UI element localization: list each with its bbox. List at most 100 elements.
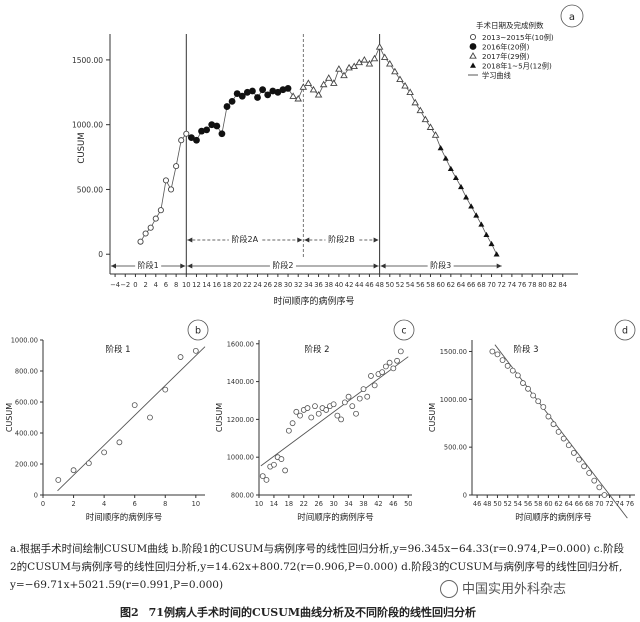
data-point (356, 395, 363, 402)
x-tick-label: 48 (375, 281, 384, 289)
data-point (353, 410, 359, 417)
data-point (570, 450, 577, 456)
data-point (116, 439, 123, 446)
y-tick-label: 800.00 (15, 368, 38, 376)
data-point (596, 484, 603, 491)
data-point (360, 56, 369, 63)
figure-label: 图2 (120, 606, 139, 619)
x-tick-label: 34 (304, 281, 313, 289)
watermark-text: 中国实用外科杂志 (462, 582, 567, 597)
data-point (203, 126, 211, 134)
data-point (380, 53, 389, 60)
y-tick-label: 600.00 (15, 399, 38, 407)
data-point (457, 183, 465, 190)
x-tick-label: 42 (374, 500, 382, 508)
y-tick-label: 1000.00 (72, 121, 103, 130)
chart-c: 800.00 1000.00 1200.00 1400.00 1600.00 10 14 18… (215, 319, 415, 523)
data-point (576, 456, 582, 463)
data-point (364, 393, 371, 400)
data-point (469, 43, 477, 50)
x-tick-label: 20 (233, 281, 242, 289)
data-point (349, 403, 356, 410)
x-tick-label: 14 (202, 281, 211, 289)
data-point (370, 54, 379, 62)
panel-label: d (622, 326, 628, 337)
data-point (183, 130, 190, 137)
data-point (565, 442, 572, 449)
x-tick-label: 30 (329, 500, 337, 508)
phase2a-arrow-head (297, 237, 303, 243)
x-tick-label: 36 (314, 281, 323, 289)
x-tick-label: 4 (154, 281, 158, 289)
data-point (243, 88, 251, 96)
x-tick-label: 66 (467, 281, 476, 289)
x-tick-label: 0 (133, 281, 137, 289)
data-point (157, 207, 164, 214)
x-tick-label: 70 (595, 500, 603, 508)
x-tick-label: 0 (41, 500, 45, 508)
y-tick-label: 1500.00 (440, 348, 467, 356)
data-point (514, 372, 521, 379)
data-point (223, 103, 231, 110)
y-tick-label: 1500.00 (72, 56, 103, 65)
legend-entry: 学习曲线 (482, 71, 511, 80)
data-point (304, 405, 311, 411)
data-point (591, 477, 598, 484)
data-point (177, 354, 184, 360)
data-point (447, 165, 454, 171)
data-point (406, 88, 414, 95)
data-point (178, 137, 185, 144)
data-point (360, 386, 367, 393)
y-tick-label: 500.00 (444, 444, 467, 452)
x-tick-label: 22 (300, 500, 308, 508)
x-tick-label: 80 (538, 281, 547, 289)
phase3-label: 阶段3 (430, 260, 451, 270)
y-tick-label: 1200.00 (227, 416, 254, 424)
data-point (560, 435, 567, 442)
legend-entry: 2018年1~5月(12例) (482, 62, 552, 71)
data-point (525, 385, 531, 392)
panel-label-circle (393, 319, 415, 341)
phase3-arrow-head (496, 263, 502, 269)
x-tick-label: 60 (544, 500, 552, 508)
phase2-arrow-head (373, 263, 379, 269)
data-point (468, 203, 475, 209)
x-axis-title: 时间顺序的病例序号 (86, 512, 163, 523)
legend-title: 手术日期及完成例数 (476, 20, 544, 30)
data-point (401, 81, 409, 89)
x-axis-title: 时间顺序的病例序号 (297, 512, 374, 523)
data-point (198, 127, 205, 135)
x-tick-label: 54 (406, 281, 415, 289)
data-point (259, 473, 266, 479)
data-point (469, 62, 477, 68)
regression-line (57, 346, 206, 492)
data-point (345, 63, 353, 71)
data-point (278, 456, 285, 462)
learning-curve-line (140, 46, 497, 255)
x-tick-label: 50 (493, 500, 501, 508)
data-point (162, 177, 170, 184)
x-tick-label: 56 (416, 281, 425, 289)
y-tick-label: 1400.00 (227, 378, 254, 386)
data-point (345, 393, 352, 400)
legend-entry: 2013~2015年(10例) (482, 33, 554, 42)
phase2b-label-bg (325, 233, 358, 245)
x-tick-label: 18 (285, 500, 293, 508)
data-point (365, 59, 374, 67)
x-tick-label: 82 (548, 281, 557, 289)
x-tick-label: 42 (345, 281, 354, 289)
figure-title: 图2 71例病人手术时间的CUSUM曲线分析及不同阶段的线性回归分析 (120, 604, 486, 620)
x-tick-label: 46 (473, 500, 481, 508)
data-point (535, 398, 542, 405)
data-point (142, 230, 149, 237)
x-tick-label: 58 (534, 500, 542, 508)
data-point (324, 74, 333, 81)
panel-label: a (569, 12, 575, 23)
data-point (304, 79, 313, 86)
data-point (411, 98, 420, 106)
x-tick-label: 6 (164, 281, 168, 289)
data-point (233, 90, 241, 97)
data-point (289, 92, 297, 99)
data-point (530, 392, 537, 399)
